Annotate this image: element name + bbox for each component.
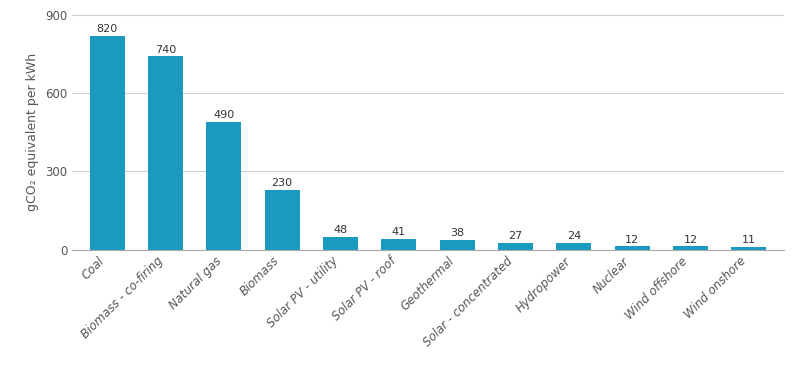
Text: 12: 12: [625, 235, 639, 244]
Text: 38: 38: [450, 228, 464, 238]
Bar: [323, 237, 358, 250]
Text: 12: 12: [683, 235, 698, 244]
Text: 11: 11: [742, 235, 756, 245]
Bar: [498, 243, 533, 250]
Bar: [206, 122, 242, 250]
Text: 820: 820: [96, 24, 118, 34]
Bar: [440, 240, 474, 250]
Bar: [382, 239, 416, 250]
Bar: [556, 243, 591, 250]
Bar: [90, 36, 125, 250]
Y-axis label: gCO₂ equivalent per kWh: gCO₂ equivalent per kWh: [26, 53, 39, 211]
Bar: [731, 247, 766, 250]
Text: 230: 230: [271, 178, 293, 188]
Text: 41: 41: [392, 227, 406, 237]
Text: 48: 48: [334, 225, 347, 235]
Bar: [148, 57, 183, 250]
Bar: [614, 246, 650, 250]
Text: 740: 740: [154, 45, 176, 55]
Bar: [265, 189, 300, 250]
Text: 24: 24: [566, 232, 581, 241]
Bar: [673, 246, 708, 250]
Text: 27: 27: [509, 231, 522, 241]
Text: 490: 490: [213, 110, 234, 120]
